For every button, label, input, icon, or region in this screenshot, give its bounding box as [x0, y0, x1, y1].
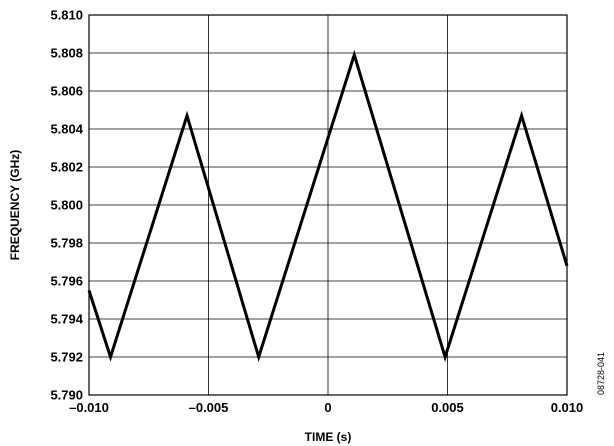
y-tick-label: 5.800: [50, 198, 83, 213]
y-axis-label: FREQUENCY (GHz): [8, 150, 22, 260]
x-tick-label: 0: [324, 400, 331, 415]
y-tick-label: 5.804: [50, 122, 83, 137]
y-tick-label: 5.806: [50, 84, 83, 99]
x-tick-labels: –0.010 –0.005 0 0.005 0.010: [69, 400, 583, 415]
y-tick-label: 5.790: [50, 388, 83, 403]
y-tick-label: 5.798: [50, 236, 83, 251]
grid-lines: [89, 15, 567, 395]
y-tick-label: 5.808: [50, 46, 83, 61]
y-tick-label: 5.794: [50, 312, 83, 327]
figure-id: 08728-041: [596, 352, 606, 395]
x-tick-label: 0.005: [431, 400, 464, 415]
x-tick-label: –0.005: [189, 400, 229, 415]
y-tick-label: 5.802: [50, 160, 83, 175]
y-tick-label: 5.796: [50, 274, 83, 289]
x-axis-label: TIME (s): [305, 430, 352, 444]
series-line: [87, 49, 569, 363]
x-tick-label: 0.010: [551, 400, 584, 415]
y-tick-labels: 5.790 5.792 5.794 5.796 5.798 5.800 5.802 5.804…: [50, 8, 83, 403]
x-tick-label: –0.010: [69, 400, 109, 415]
series-group: [87, 49, 569, 363]
plot-frame: [88, 14, 568, 396]
y-tick-label: 5.810: [50, 8, 83, 23]
y-tick-label: 5.792: [50, 350, 83, 365]
